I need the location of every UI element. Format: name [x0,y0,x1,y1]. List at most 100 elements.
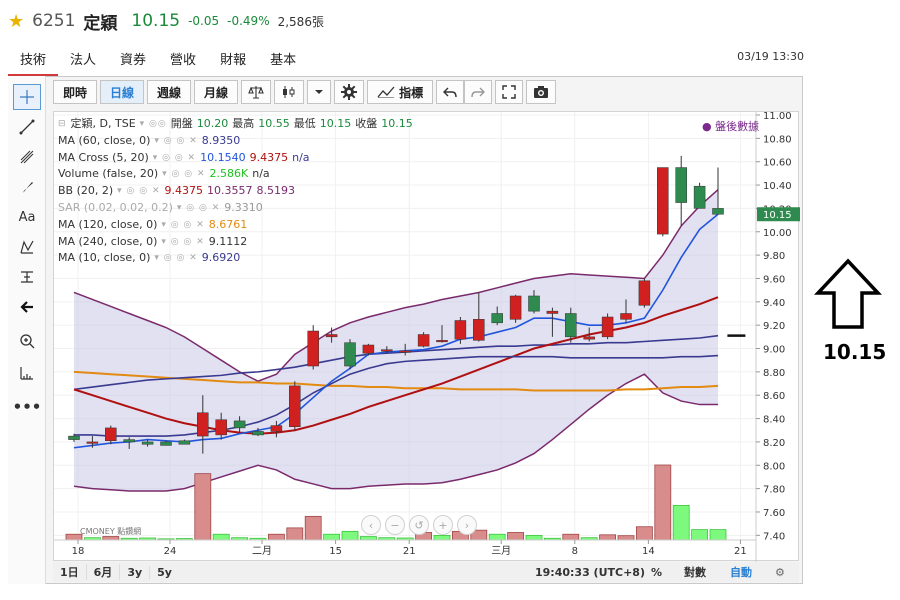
percent-scale-button[interactable]: % [651,565,663,579]
interval-monthly-button[interactable]: 月線 [194,80,239,104]
redo-icon[interactable] [464,80,493,104]
candle-body [601,316,614,338]
zoom-in-icon[interactable]: + [433,515,453,535]
legend-row-label[interactable]: MA Cross (5, 20) [58,150,149,164]
chart-clock: 19:40:33 (UTC+8) [535,565,645,579]
zoom-in-icon[interactable] [13,328,41,354]
legend-row-controls-icon[interactable]: ▾ ◎ ◎ ✕ [154,135,198,146]
volume-bar [433,534,451,541]
chart-type-candle-icon[interactable] [274,80,305,104]
fib-tool-icon[interactable] [13,144,41,170]
ruler-icon[interactable] [13,360,41,386]
x-axis-tick-label: 21 [403,546,416,557]
legend-row-label[interactable]: MA (120, close, 0) [58,217,158,231]
crosshair-icon[interactable] [13,84,41,110]
after-hours-label[interactable]: ● 盤後數據 [702,120,760,133]
stock-code: 6251 [32,11,76,31]
candle-body [197,412,209,437]
scroll-left-icon[interactable]: ‹ [361,515,381,535]
legend-row-value: 10.3557 [207,184,253,198]
legend-row-value: n/a [292,150,310,164]
volume-bar [709,529,727,541]
legend-row: MA (10, close, 0) ▾ ◎ ◎ ✕ 9.6920 [58,250,413,267]
reset-view-icon[interactable]: ↺ [409,515,429,535]
range-1d-button[interactable]: 1日 [53,564,87,580]
section-tab-3[interactable]: 營收 [170,53,197,68]
more-tools-icon[interactable]: ••• [12,398,42,416]
legend-row-label[interactable]: SAR (0.02, 0.02, 0.2) [58,200,173,214]
legend-row-value: 9.3310 [224,200,263,214]
undo-icon[interactable] [436,80,465,104]
scroll-right-icon[interactable]: › [457,515,477,535]
legend-row-label[interactable]: MA (60, close, 0) [58,133,151,147]
y-axis-tick-label: 8.40 [763,415,785,426]
indicators-label: 指標 [399,85,424,100]
auto-scale-button[interactable]: 自動 [730,566,752,579]
indicators-button[interactable]: 指標 [367,80,434,104]
brush-icon[interactable] [13,174,41,200]
legend-row-controls-icon[interactable]: ▾ ◎ ◎ ✕ [162,169,206,180]
volume-bar [562,533,580,541]
collapse-legend-icon[interactable]: ⊟ [58,119,67,129]
interval-weekly-button[interactable]: 週線 [147,80,192,104]
legend-row-label[interactable]: Volume (false, 20) [58,167,159,181]
section-tab-1[interactable]: 法人 [70,53,97,68]
range-3y-button[interactable]: 3y [120,565,151,579]
legend-row-controls-icon[interactable]: ▾ ◎ ◎ ✕ [152,152,197,163]
candle-body [344,342,356,367]
range-5y-button[interactable]: 5y [157,565,172,579]
legend-row-controls-icon[interactable]: ▾ ◎ ◎ ✕ [117,186,161,197]
candle-body [712,208,724,215]
candle-body [509,295,522,320]
chart-area[interactable]: 11.00 10.80 10.60 10.40 10.20 10.00 9.80 9.60 9.… [53,111,800,562]
log-scale-button[interactable]: 對數 [684,566,706,579]
legend-row: SAR (0.02, 0.02, 0.2) ▾ ◎ ◎ ✕ 9.3310 [58,200,413,217]
legend-dropdown-icon[interactable]: ▾ ◎◎ [139,119,167,129]
ma240-line [73,334,719,391]
x-axis-tick-label: 15 [329,546,342,557]
section-tabs: 技術 法人 資券 營收 財報 基本 [8,46,308,76]
zoom-out-icon[interactable]: − [385,515,405,535]
legend-row: MA (60, close, 0) ▾ ◎ ◎ ✕ 8.9350 [58,133,413,150]
scale-settings-gear-icon[interactable]: ⚙ [775,565,785,579]
candle-body [362,344,375,354]
compare-scale-icon[interactable] [241,80,272,104]
section-tab-5[interactable]: 基本 [270,53,297,68]
legend-row: Volume (false, 20) ▾ ◎ ◎ ✕ 2.586K n/a [58,166,413,183]
legend-row-value: 8.6761 [208,217,248,231]
text-tool-icon[interactable]: Aa [18,209,36,225]
pattern-tool-icon[interactable] [13,234,41,260]
legend-row-label[interactable]: MA (240, close, 0) [58,234,158,248]
arrow-left-icon[interactable] [13,294,41,320]
favorite-star-icon[interactable]: ★ [8,10,25,32]
settings-gear-icon[interactable] [334,80,365,104]
legend-row-label[interactable]: BB (20, 2) [58,184,114,198]
legend-row-controls-icon[interactable]: ▾ ◎ ◎ ✕ [161,219,205,230]
fullscreen-icon[interactable] [495,80,524,104]
candle-body [215,419,227,436]
legend-row-label[interactable]: MA (10, close, 0) [58,251,151,265]
legend-row-controls-icon[interactable]: ▾ ◎ ◎ ✕ [161,236,205,247]
chart-type-dropdown-icon[interactable] [307,80,332,104]
y-axis-tick-label: 9.60 [763,274,785,285]
section-tab-4[interactable]: 財報 [220,53,247,68]
screenshot-camera-icon[interactable] [526,80,557,104]
interval-intraday-button[interactable]: 即時 [53,80,98,104]
legend-row-controls-icon[interactable]: ▾ ◎ ◎ ✕ [154,253,198,264]
section-tab-2[interactable]: 資券 [120,53,147,68]
candle-body [252,431,264,436]
legend-row-controls-icon[interactable]: ▾ ◎ ◎ ✕ [176,202,221,213]
section-tab-0[interactable]: 技術 [8,46,59,76]
y-axis-tick-label: 8.20 [763,438,785,449]
candle-body [270,425,283,432]
interval-daily-button[interactable]: 日線 [100,80,145,104]
y-axis-tick-label: 10.60 [763,158,792,169]
range-6m-button[interactable]: 6月 [87,564,121,580]
legend-low-value: 10.15 [319,117,352,130]
price-chart[interactable]: 11.00 10.80 10.60 10.40 10.20 10.00 9.80 9.60 9.… [54,111,800,562]
projection-tool-icon[interactable] [13,264,41,290]
legend-row: MA (240, close, 0) ▾ ◎ ◎ ✕ 9.1112 [58,234,413,251]
volume-bar [636,526,653,541]
bollinger-band-fill [74,189,718,491]
trend-line-icon[interactable] [13,114,41,140]
